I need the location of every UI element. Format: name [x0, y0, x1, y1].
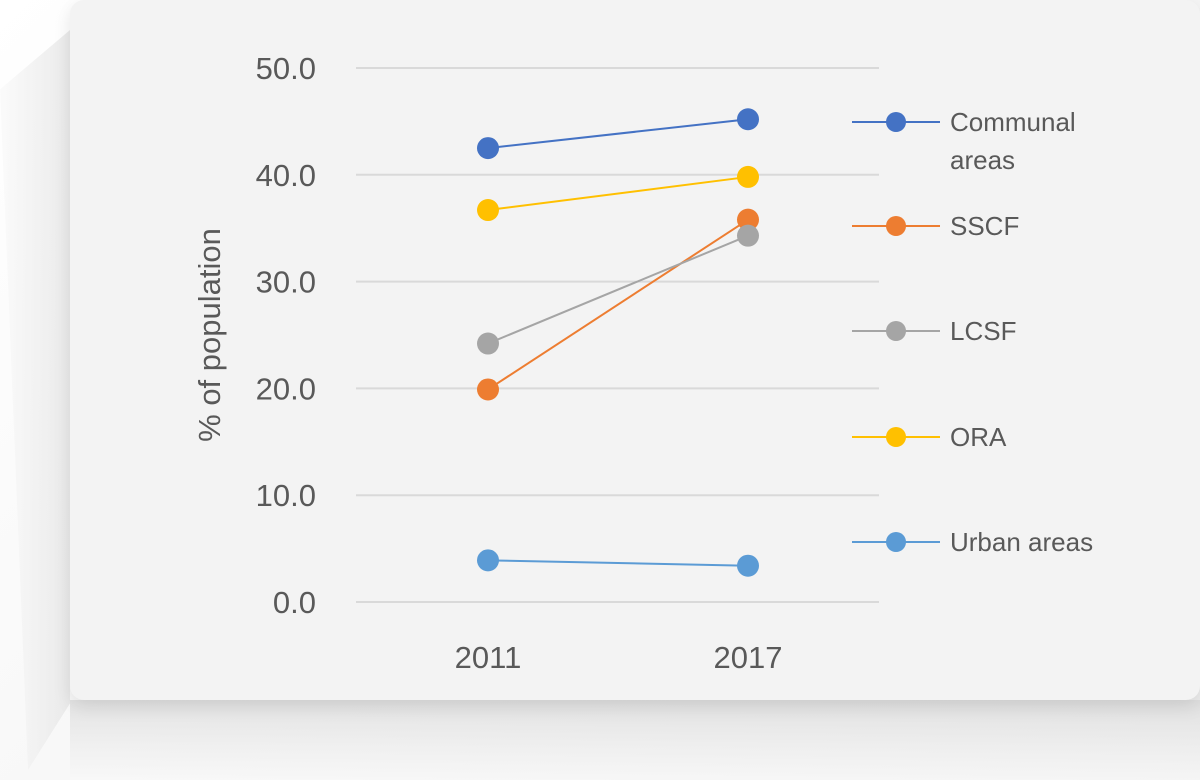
y-tick-label: 10.0	[256, 478, 316, 513]
gridlines	[356, 67, 879, 603]
data-point	[477, 549, 499, 572]
series-line	[487, 218, 749, 391]
legend-label: SSCF	[950, 211, 1019, 241]
chart-card: 0.0 10.0 20.0 30.0 40.0 50.0 2011 2017 % of po…	[70, 0, 1200, 700]
legend-marker	[886, 112, 906, 132]
data-point	[737, 165, 759, 188]
data-point	[477, 137, 499, 160]
y-tick-label: 50.0	[256, 51, 316, 86]
y-tick-label: 0.0	[273, 585, 316, 620]
card-bottom-shadow	[70, 700, 1200, 780]
line-chart: 0.0 10.0 20.0 30.0 40.0 50.0 2011 2017 % of po…	[192, 51, 1093, 675]
card-side-shadow	[0, 30, 70, 770]
data-point	[737, 108, 759, 131]
y-tick-label: 30.0	[256, 265, 316, 300]
legend-label: ORA	[950, 422, 1007, 452]
data-point	[477, 199, 499, 222]
y-axis-ticks: 0.0 10.0 20.0 30.0 40.0 50.0	[256, 51, 316, 620]
y-tick-label: 40.0	[256, 158, 316, 193]
legend-marker	[886, 216, 906, 236]
y-axis-title: % of population	[192, 228, 227, 442]
legend-marker	[886, 532, 906, 552]
series-line	[487, 559, 749, 567]
series-line	[487, 175, 749, 212]
legend-label: Urban areas	[950, 527, 1093, 557]
data-point	[477, 332, 499, 355]
legend-label: LCSF	[950, 316, 1016, 346]
series-line	[487, 118, 749, 150]
data-point	[737, 208, 759, 231]
legend-label: Communal areas	[950, 107, 1076, 175]
y-tick-label: 20.0	[256, 371, 316, 406]
series-line	[487, 234, 749, 345]
legend-marker	[886, 321, 906, 341]
data-point	[477, 378, 499, 401]
x-tick-label: 2017	[714, 640, 783, 675]
data-point	[737, 554, 759, 577]
x-tick-label: 2011	[455, 640, 522, 675]
data-point	[737, 224, 759, 247]
series-lines	[477, 108, 759, 577]
legend: Communal areas SSCF LCSF ORA Urban areas	[852, 107, 1093, 557]
legend-marker	[886, 427, 906, 447]
x-axis-ticks: 2011 2017	[455, 640, 783, 675]
